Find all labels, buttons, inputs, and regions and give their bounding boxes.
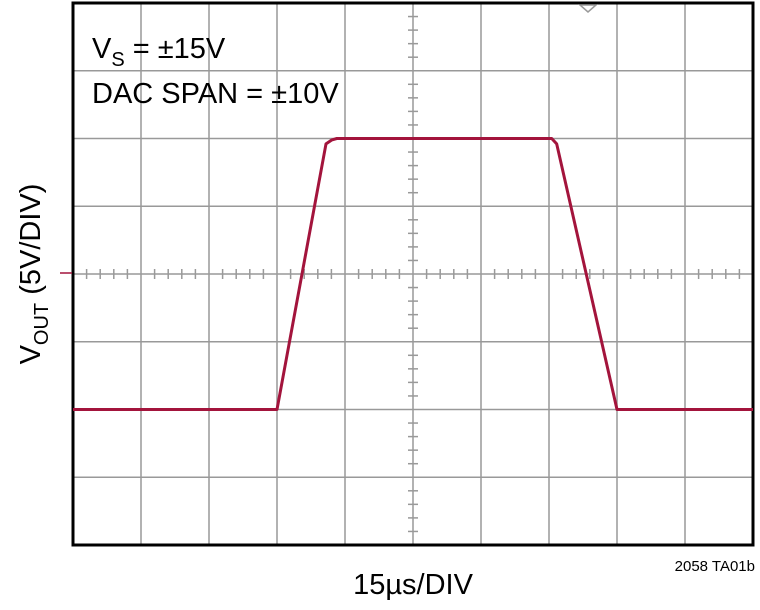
center-axis-ticks <box>85 15 741 533</box>
annotation-vs: VS = ±15V <box>92 33 226 71</box>
y-axis-label: VOUT (5V/DIV) <box>15 184 53 365</box>
figure-id: 2058 TA01b <box>675 558 755 575</box>
annotation-dac-span: DAC SPAN = ±10V <box>92 78 339 110</box>
plot-frame <box>71 1 755 547</box>
x-axis-label: 15µs/DIV <box>353 569 474 601</box>
vout-trace <box>73 137 753 411</box>
trigger-marker-top <box>578 4 598 13</box>
